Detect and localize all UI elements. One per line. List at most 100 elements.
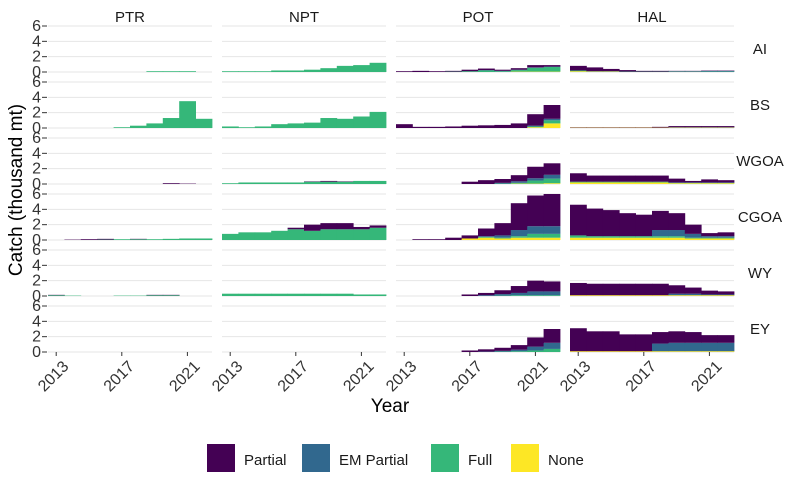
y-tick-label: 2: [32, 217, 41, 234]
bar-segment: [320, 180, 338, 182]
legend: Partial EM Partial Full None: [207, 444, 584, 472]
bar-segment: [543, 281, 561, 292]
bar-segment: [336, 293, 354, 296]
bar-segment: [510, 203, 528, 231]
bar-segment: [527, 346, 544, 351]
bar-segment: [619, 351, 636, 352]
bar-segment: [195, 238, 213, 240]
x-tick-label: 2017: [449, 358, 486, 395]
bar-segment: [543, 67, 561, 72]
bar-segment: [146, 295, 164, 296]
bar-segment: [635, 283, 653, 296]
bar-segment: [543, 233, 561, 238]
bar-segment: [527, 126, 544, 128]
column-strip-label: NPT: [289, 9, 319, 26]
bar-segment: [527, 180, 544, 184]
y-tick-label: 4: [32, 33, 41, 50]
bar-segment: [369, 62, 387, 72]
bar-segment: [510, 292, 528, 296]
bar-segment: [510, 182, 528, 184]
bar-segment: [238, 71, 256, 72]
bar-segment: [717, 183, 735, 184]
bar-segment: [619, 181, 636, 183]
bar-segment: [396, 124, 413, 128]
bar-segment: [320, 181, 338, 184]
bar-segment: [336, 118, 354, 128]
bar-segment: [336, 181, 354, 184]
bar-segment: [570, 282, 587, 296]
legend-swatch: [302, 444, 330, 472]
bar-segment: [570, 181, 587, 183]
bar-segment: [668, 126, 686, 128]
bar-segment: [527, 233, 544, 238]
column-strip-label: HAL: [637, 9, 666, 26]
bar-segment: [602, 351, 620, 352]
facet-panel-npt-wy: [222, 293, 387, 296]
bar-segment: [543, 183, 561, 184]
bar-segment: [271, 70, 288, 72]
bar-segment: [336, 65, 354, 72]
bar-segment: [238, 232, 256, 240]
bar-segment: [320, 293, 338, 296]
bar-segment: [527, 226, 544, 234]
bar-segment: [287, 123, 305, 128]
bar-segment: [412, 239, 430, 240]
bar-segment: [461, 350, 479, 352]
bar-segment: [271, 182, 288, 184]
bar-segment: [304, 230, 321, 240]
bar-segment: [527, 237, 544, 240]
bar-segment: [586, 181, 604, 183]
bar-segment: [271, 124, 288, 128]
facet-panels: PTR NPT POT HALAIBSWGOACGOAWYEY024602460246…: [32, 9, 784, 395]
bar-segment: [461, 69, 479, 72]
bar-segment: [668, 236, 686, 238]
bar-segment: [113, 239, 131, 240]
column-strip-label: PTR: [115, 9, 145, 26]
bar-segment: [652, 182, 669, 184]
bar-segment: [527, 280, 544, 292]
bar-segment: [652, 175, 669, 182]
y-tick-label: 6: [32, 74, 41, 91]
bar-segment: [717, 238, 735, 240]
facet-panel-npt-cgoa: [222, 223, 387, 240]
bar-segment: [478, 349, 495, 352]
bar-segment: [635, 214, 653, 237]
bar-segment: [353, 116, 370, 128]
facet-panel-hal-ey: [570, 328, 735, 352]
bar-segment: [684, 183, 702, 184]
bar-segment: [543, 291, 561, 296]
facet-panel-hal-ai: [570, 65, 735, 72]
bar-segment: [97, 238, 114, 240]
bar-segment: [543, 174, 561, 179]
bar-segment: [369, 111, 387, 128]
bar-segment: [304, 224, 321, 231]
bar-segment: [619, 283, 636, 296]
bar-segment: [652, 295, 669, 296]
bar-segment: [162, 238, 180, 240]
bar-segment: [586, 67, 604, 72]
facet-panel-pot-ai: [396, 65, 561, 72]
facet-panel-npt-ai: [222, 62, 387, 72]
y-tick-label: 6: [32, 242, 41, 259]
bar-segment: [570, 70, 587, 72]
facet-panel-ptr-wgoa: [162, 183, 196, 184]
bar-segment: [478, 292, 495, 296]
bar-segment: [652, 283, 669, 296]
bar-segment: [412, 126, 430, 128]
bar-segment: [146, 123, 164, 128]
y-tick-label: 0: [32, 288, 41, 305]
bar-segment: [510, 286, 528, 293]
bar-segment: [586, 175, 604, 182]
bar-segment: [179, 238, 196, 240]
bar-segment: [701, 295, 718, 296]
bar-segment: [619, 213, 636, 237]
bar-segment: [652, 236, 669, 238]
bar-segment: [222, 126, 239, 128]
bar-segment: [684, 293, 702, 296]
bar-segment: [336, 223, 354, 230]
bar-segment: [179, 71, 196, 72]
facet-panel-hal-bs: [570, 126, 735, 128]
bar-segment: [162, 183, 180, 184]
bar-segment: [543, 178, 561, 184]
bar-segment: [570, 204, 587, 236]
